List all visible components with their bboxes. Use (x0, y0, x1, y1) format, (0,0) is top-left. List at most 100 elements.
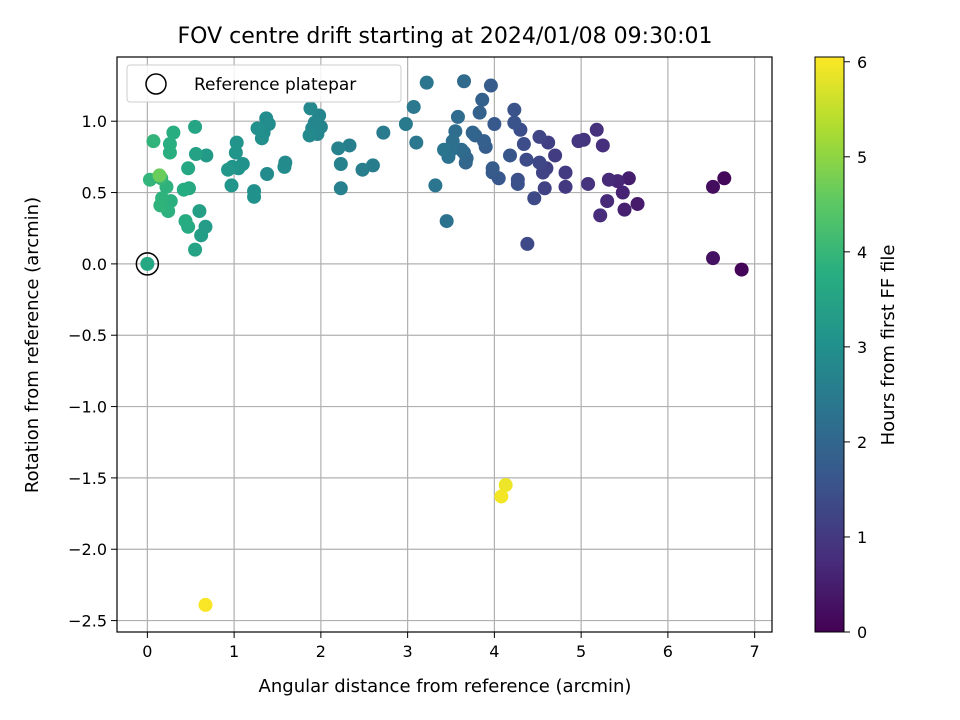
data-point (428, 178, 443, 193)
data-point (229, 135, 244, 150)
data-point (621, 171, 636, 186)
data-point (302, 128, 317, 143)
data-point (146, 134, 161, 149)
data-point (140, 256, 155, 271)
data-point (548, 148, 563, 163)
data-point (527, 191, 542, 206)
data-point (507, 102, 522, 117)
data-point (475, 92, 490, 107)
y-tick-label: 0.5 (82, 184, 107, 203)
data-point (734, 262, 749, 277)
colorbar-tick-label: 2 (857, 433, 867, 452)
data-point (409, 135, 424, 150)
data-point (593, 208, 608, 223)
data-point (507, 115, 522, 130)
data-point (162, 145, 177, 160)
data-point (516, 137, 531, 152)
data-point (450, 109, 465, 124)
data-point (532, 155, 547, 170)
data-point (519, 152, 534, 167)
data-point (224, 178, 239, 193)
data-point (706, 179, 721, 194)
data-point (419, 75, 434, 90)
data-point (595, 138, 610, 153)
colorbar-label: Hours from first FF file (878, 245, 899, 446)
data-point (520, 236, 535, 251)
data-point (303, 101, 318, 116)
data-point (398, 117, 413, 132)
data-point (152, 168, 167, 183)
data-point (260, 166, 275, 181)
data-point (181, 161, 196, 176)
y-tick-label: −1.5 (68, 469, 107, 488)
data-point (178, 214, 193, 229)
data-point (494, 489, 509, 504)
data-point (188, 119, 203, 134)
data-point (537, 181, 552, 196)
y-tick-label: −2.5 (68, 612, 107, 631)
data-point (250, 121, 265, 136)
colorbar: 0 1 2 3 4 5 6 Hours from first FF file (814, 53, 899, 642)
data-point (176, 182, 191, 197)
y-axis-label: Rotation from reference (arcmin) (22, 197, 43, 493)
x-tick-label: 1 (229, 642, 239, 661)
data-point (706, 251, 721, 266)
y-tick-label: 1.0 (82, 112, 107, 131)
x-tick-label: 2 (316, 642, 326, 661)
chart-title: FOV centre drift starting at 2024/01/08 … (178, 24, 713, 49)
data-point (247, 189, 262, 204)
data-point (355, 162, 370, 177)
data-point (465, 125, 480, 140)
data-point (333, 157, 348, 172)
colorbar-gradient (814, 56, 845, 633)
data-point (589, 122, 604, 137)
grid (117, 57, 772, 632)
colorbar-tick-label: 1 (857, 528, 867, 547)
data-point (221, 162, 236, 177)
colorbar-tick-label: 6 (857, 53, 867, 72)
data-point (331, 141, 346, 156)
colorbar-tick-label: 4 (857, 243, 867, 262)
data-point (617, 202, 632, 217)
data-point (532, 129, 547, 144)
data-point (601, 172, 616, 187)
data-point (333, 181, 348, 196)
data-point (277, 159, 292, 174)
colorbar-tick-label: 3 (857, 338, 867, 357)
data-point (454, 142, 469, 157)
x-axis-ticks: 0 1 2 3 4 5 6 7 (142, 632, 760, 661)
y-tick-label: −2.0 (68, 540, 107, 559)
x-tick-label: 6 (663, 642, 673, 661)
data-point (228, 145, 243, 160)
data-point (188, 147, 203, 162)
y-tick-label: 0.0 (82, 255, 107, 274)
data-point (615, 185, 630, 200)
data-point (558, 165, 573, 180)
y-axis-ticks: 1.0 0.5 0.0 −0.5 −1.0 −1.5 −2.0 −2.5 (68, 112, 117, 631)
data-point (483, 78, 498, 93)
x-tick-label: 5 (576, 642, 586, 661)
data-point (166, 125, 181, 140)
data-points (135, 74, 749, 612)
data-point (487, 117, 502, 132)
data-point (581, 176, 596, 191)
data-point (437, 142, 452, 157)
y-tick-label: −1.0 (68, 398, 107, 417)
data-point (153, 198, 168, 213)
x-tick-label: 7 (750, 642, 760, 661)
data-point (342, 138, 357, 153)
x-tick-label: 0 (142, 642, 152, 661)
data-point (558, 179, 573, 194)
legend: Reference platepar (126, 64, 402, 103)
y-tick-label: −0.5 (68, 326, 107, 345)
data-point (503, 148, 517, 163)
data-point (630, 196, 645, 211)
reference-platepar-marker (135, 252, 160, 276)
x-axis-label: Angular distance from reference (arcmin) (259, 676, 632, 697)
plot-frame (116, 56, 773, 633)
colorbar-ticks: 0 1 2 3 4 5 6 (844, 53, 867, 642)
x-tick-label: 4 (489, 642, 499, 661)
data-point (571, 134, 586, 149)
legend-box (126, 64, 402, 103)
